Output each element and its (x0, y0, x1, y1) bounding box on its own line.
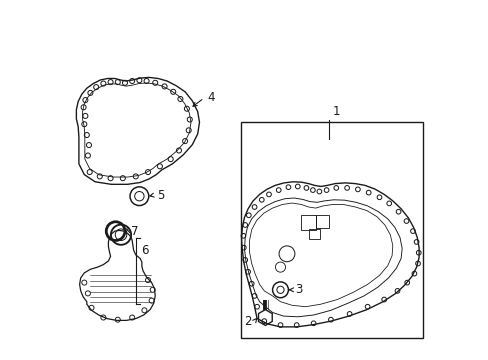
Polygon shape (241, 182, 418, 327)
Text: 1: 1 (332, 105, 340, 118)
Bar (301, 215, 315, 230)
Text: 7: 7 (131, 225, 138, 238)
Bar (316, 215, 328, 228)
Text: 5: 5 (157, 189, 164, 202)
Polygon shape (80, 230, 155, 320)
Bar (309, 229, 320, 239)
Text: 3: 3 (295, 283, 303, 296)
Text: 6: 6 (141, 244, 148, 257)
Bar (241, 122, 422, 338)
Text: 4: 4 (207, 91, 215, 104)
Text: 2: 2 (244, 315, 251, 328)
